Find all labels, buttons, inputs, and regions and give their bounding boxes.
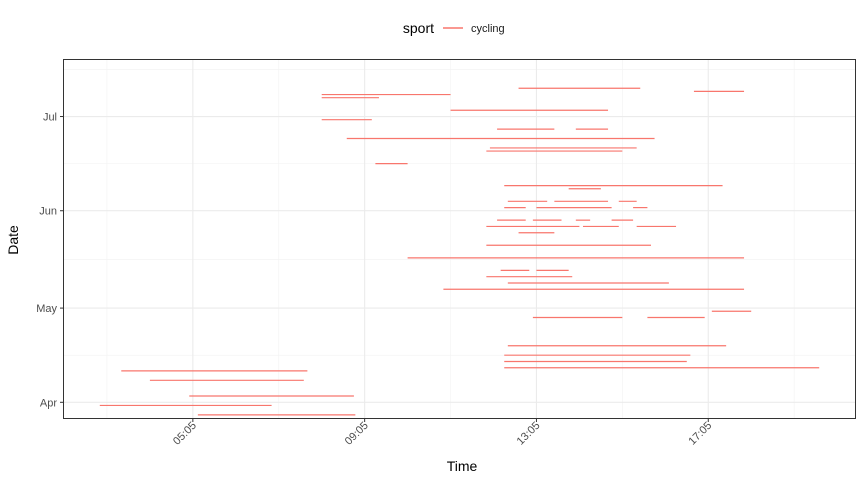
x-axis-title: Time	[447, 458, 478, 474]
panel-border	[63, 59, 856, 419]
y-tick-label: May	[36, 303, 57, 315]
data-segments	[99, 87, 820, 416]
y-axis-title: Date	[5, 225, 21, 255]
legend-title: sport	[403, 20, 434, 36]
y-tick-label: Jul	[43, 112, 57, 124]
panel-background	[63, 59, 856, 419]
y-axis: Apr May Jun Jul	[36, 112, 64, 409]
legend: sport cycling	[403, 20, 505, 36]
plot-panel	[63, 59, 856, 419]
legend-label-cycling: cycling	[471, 23, 505, 35]
grid-minor	[64, 60, 855, 418]
y-tick-label: Apr	[40, 397, 57, 409]
y-tick-label: Jun	[39, 206, 57, 218]
